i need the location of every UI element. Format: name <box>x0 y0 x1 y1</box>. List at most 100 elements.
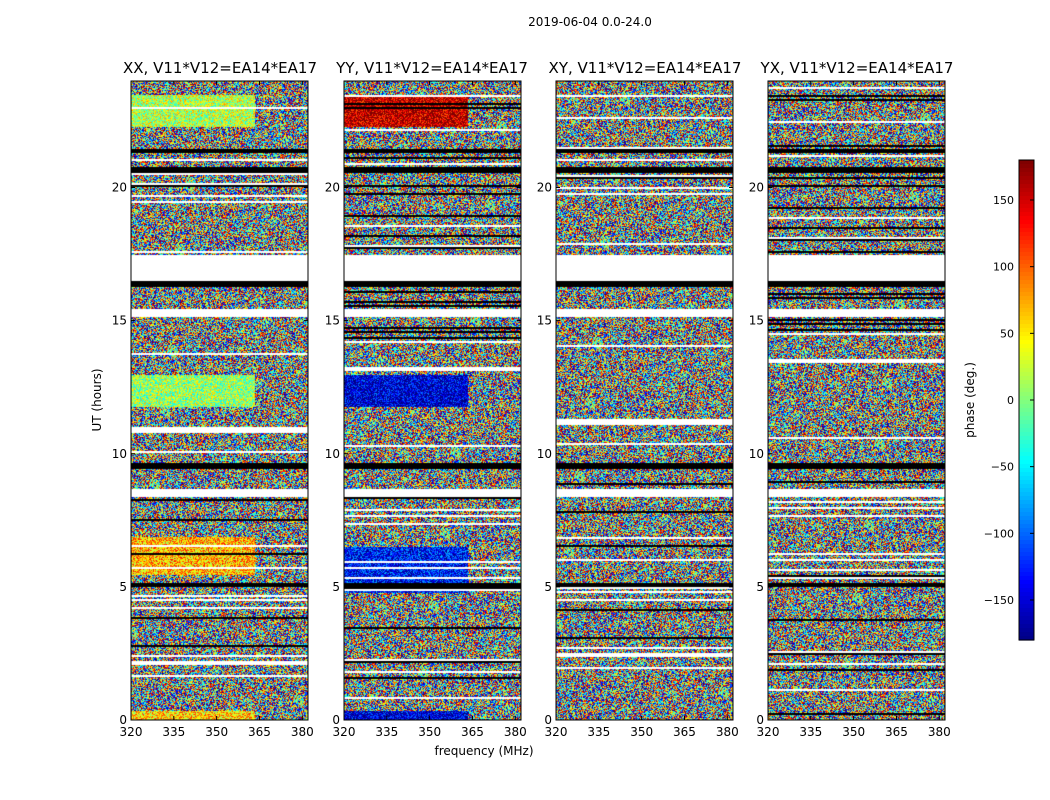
colorbar-tick-label: 50 <box>1000 327 1014 340</box>
colorbar-swatch <box>1019 604 1034 609</box>
colorbar-swatch <box>1019 512 1034 517</box>
colorbar-swatch <box>1019 536 1034 541</box>
colorbar-swatch <box>1019 164 1034 169</box>
colorbar-swatch <box>1019 240 1034 245</box>
x-tick-label: 335 <box>162 725 185 739</box>
figure-suptitle: 2019-06-04 0.0-24.0 <box>528 15 652 29</box>
x-tick-label: 365 <box>673 725 696 739</box>
colorbar-swatch <box>1019 628 1034 633</box>
colorbar-swatch <box>1019 376 1034 381</box>
colorbar-swatch <box>1019 304 1034 309</box>
colorbar-swatch <box>1019 324 1034 329</box>
colorbar-swatch <box>1019 408 1034 413</box>
colorbar-swatch <box>1019 620 1034 625</box>
colorbar-swatch <box>1019 616 1034 621</box>
y-tick-label: 10 <box>112 447 127 461</box>
colorbar-swatch <box>1019 288 1034 293</box>
colorbar-swatch <box>1019 584 1034 589</box>
y-tick-label: 20 <box>749 181 764 195</box>
x-tick-label: 320 <box>757 725 780 739</box>
y-tick-label: 15 <box>325 314 340 328</box>
colorbar-label: phase (deg.) <box>963 362 977 438</box>
colorbar-swatch <box>1019 360 1034 365</box>
colorbar-swatch <box>1019 372 1034 377</box>
colorbar-swatch <box>1019 468 1034 473</box>
colorbar-swatch <box>1019 176 1034 181</box>
colorbar-swatch <box>1019 380 1034 385</box>
colorbar-swatch <box>1019 284 1034 289</box>
colorbar-swatch <box>1019 532 1034 537</box>
colorbar-swatch <box>1019 368 1034 373</box>
colorbar-swatch <box>1019 476 1034 481</box>
colorbar-swatch <box>1019 276 1034 281</box>
panel-frame-4 <box>767 80 946 721</box>
colorbar-swatch <box>1019 160 1034 165</box>
panel-title-yx: YX, V11*V12=EA14*EA17 <box>760 59 954 77</box>
colorbar-swatch <box>1019 392 1034 397</box>
colorbar-swatch <box>1019 528 1034 533</box>
colorbar-swatch <box>1019 516 1034 521</box>
y-tick-label: 5 <box>756 580 764 594</box>
colorbar-swatch <box>1019 292 1034 297</box>
panel-frame-1 <box>130 80 309 721</box>
colorbar-swatch <box>1019 492 1034 497</box>
x-tick-label: 380 <box>928 725 951 739</box>
x-tick-label: 380 <box>291 725 314 739</box>
colorbar-swatch <box>1019 412 1034 417</box>
colorbar-swatch <box>1019 624 1034 629</box>
y-tick-label: 0 <box>544 713 552 727</box>
x-axis-label: frequency (MHz) <box>434 744 533 758</box>
x-tick-label: 350 <box>205 725 228 739</box>
colorbar-swatch <box>1019 384 1034 389</box>
colorbar-swatch <box>1019 424 1034 429</box>
colorbar-swatch <box>1019 544 1034 549</box>
colorbar-swatch <box>1019 260 1034 265</box>
x-tick-label: 350 <box>630 725 653 739</box>
colorbar-swatch <box>1019 320 1034 325</box>
colorbar-swatch <box>1019 256 1034 261</box>
colorbar-swatch <box>1019 344 1034 349</box>
colorbar-swatch <box>1019 188 1034 193</box>
heatmap-image-panel-2 <box>344 81 521 720</box>
colorbar-swatch <box>1019 436 1034 441</box>
colorbar-swatch <box>1019 364 1034 369</box>
colorbar-tick-label: −100 <box>984 527 1014 540</box>
y-tick-label: 15 <box>749 314 764 328</box>
colorbar-swatch <box>1019 576 1034 581</box>
panel-frame-3 <box>555 80 734 721</box>
colorbar-tick-label: −50 <box>991 461 1014 474</box>
colorbar-swatch <box>1019 548 1034 553</box>
colorbar-swatch <box>1019 520 1034 525</box>
colorbar-tick-label: 150 <box>993 194 1014 207</box>
y-tick-label: 5 <box>119 580 127 594</box>
x-tick-label: 335 <box>587 725 610 739</box>
colorbar-swatch <box>1019 264 1034 269</box>
colorbar-swatch <box>1019 220 1034 225</box>
colorbar-swatch <box>1019 208 1034 213</box>
colorbar-swatch <box>1019 252 1034 257</box>
colorbar-swatch <box>1019 332 1034 337</box>
x-tick-label: 365 <box>885 725 908 739</box>
colorbar-swatch <box>1019 580 1034 585</box>
colorbar-swatch <box>1019 556 1034 561</box>
colorbar-swatch <box>1019 216 1034 221</box>
colorbar-swatch <box>1019 508 1034 513</box>
panel-frame-2 <box>343 80 522 721</box>
panel-title-xx: XX, V11*V12=EA14*EA17 <box>123 59 317 77</box>
colorbar-swatch <box>1019 272 1034 277</box>
colorbar-swatch <box>1019 440 1034 445</box>
colorbar-swatch <box>1019 340 1034 345</box>
colorbar-swatch <box>1019 472 1034 477</box>
colorbar-swatch <box>1019 608 1034 613</box>
y-tick-label: 20 <box>325 181 340 195</box>
colorbar-swatch <box>1019 396 1034 401</box>
colorbar-swatch <box>1019 572 1034 577</box>
colorbar-swatch <box>1019 488 1034 493</box>
colorbar-swatch <box>1019 168 1034 173</box>
x-tick-label: 350 <box>418 725 441 739</box>
x-tick-label: 320 <box>333 725 356 739</box>
colorbar-swatch <box>1019 352 1034 357</box>
y-tick-label: 0 <box>756 713 764 727</box>
colorbar-swatch <box>1019 180 1034 185</box>
